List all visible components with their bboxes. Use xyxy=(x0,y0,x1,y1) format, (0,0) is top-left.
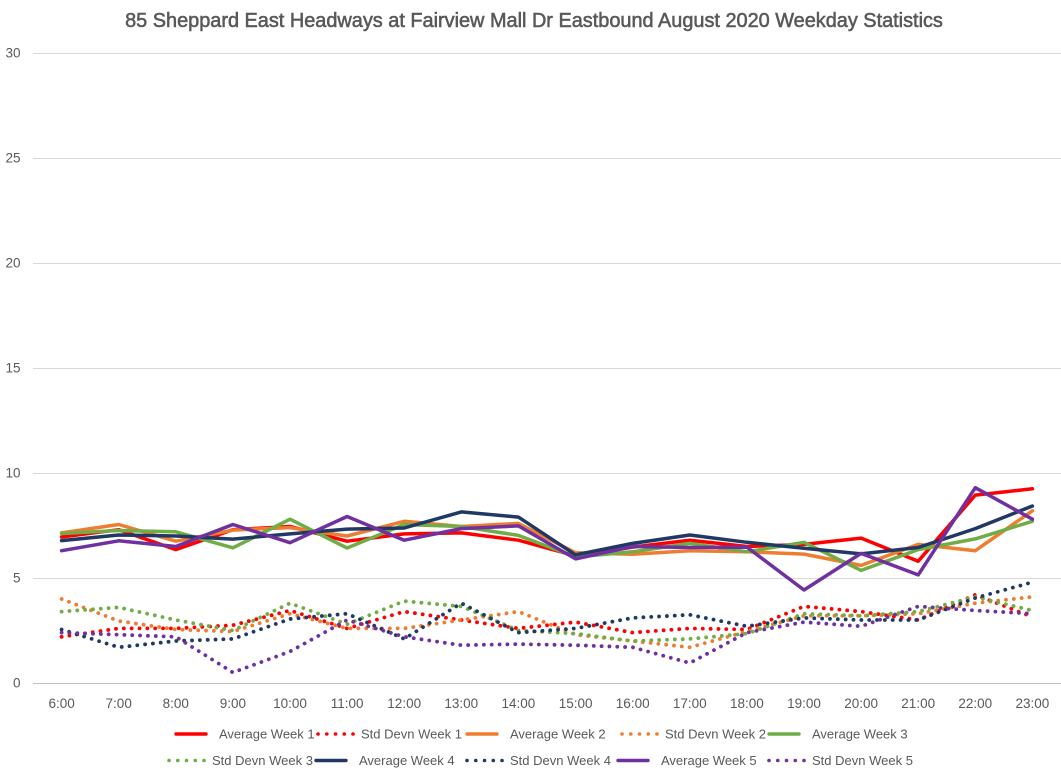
svg-text:16:00: 16:00 xyxy=(616,696,650,711)
svg-text:25: 25 xyxy=(5,151,20,166)
svg-text:5: 5 xyxy=(13,571,21,586)
svg-text:7:00: 7:00 xyxy=(106,696,132,711)
svg-text:15:00: 15:00 xyxy=(559,696,593,711)
svg-text:17:00: 17:00 xyxy=(673,696,707,711)
svg-text:22:00: 22:00 xyxy=(958,696,992,711)
svg-text:20: 20 xyxy=(5,256,20,271)
svg-text:Std Devn Week 5: Std Devn Week 5 xyxy=(812,753,913,768)
svg-text:9:00: 9:00 xyxy=(220,696,246,711)
svg-text:10:00: 10:00 xyxy=(273,696,307,711)
svg-text:0: 0 xyxy=(13,676,21,691)
svg-text:20:00: 20:00 xyxy=(844,696,878,711)
svg-text:6:00: 6:00 xyxy=(48,696,74,711)
svg-text:21:00: 21:00 xyxy=(901,696,935,711)
svg-text:8:00: 8:00 xyxy=(163,696,189,711)
svg-text:18:00: 18:00 xyxy=(730,696,764,711)
svg-text:Std Devn Week 2: Std Devn Week 2 xyxy=(665,727,766,742)
svg-text:Average Week 3: Average Week 3 xyxy=(812,727,908,742)
svg-text:13:00: 13:00 xyxy=(444,696,478,711)
svg-text:Std Devn Week 4: Std Devn Week 4 xyxy=(510,753,611,768)
svg-text:85 Sheppard East Headways at F: 85 Sheppard East Headways at Fairview Ma… xyxy=(125,10,943,32)
svg-text:Average Week 2: Average Week 2 xyxy=(510,727,606,742)
svg-text:11:00: 11:00 xyxy=(331,696,364,711)
svg-text:Average Week 4: Average Week 4 xyxy=(359,753,455,768)
svg-text:Average Week 5: Average Week 5 xyxy=(661,753,757,768)
svg-text:30: 30 xyxy=(5,46,20,61)
svg-text:Std Devn Week 3: Std Devn Week 3 xyxy=(212,753,313,768)
svg-text:12:00: 12:00 xyxy=(387,696,421,711)
svg-text:23:00: 23:00 xyxy=(1016,696,1050,711)
svg-text:15: 15 xyxy=(5,361,20,376)
svg-text:14:00: 14:00 xyxy=(502,696,536,711)
svg-text:19:00: 19:00 xyxy=(787,696,821,711)
svg-text:Average Week 1: Average Week 1 xyxy=(219,727,315,742)
svg-text:10: 10 xyxy=(5,466,20,481)
svg-text:Std Devn Week 1: Std Devn Week 1 xyxy=(361,727,462,742)
